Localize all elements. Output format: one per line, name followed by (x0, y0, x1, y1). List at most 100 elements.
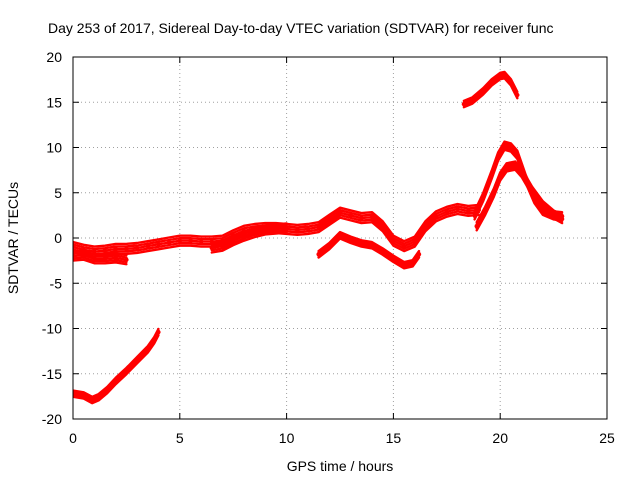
data-point (166, 240, 172, 245)
data-point (433, 214, 439, 219)
data-point (199, 239, 204, 244)
data-point (474, 224, 479, 229)
data-point (113, 255, 118, 261)
data-point (551, 212, 556, 217)
data-point (337, 233, 343, 238)
y-tick-label: -5 (50, 275, 63, 291)
data-point (156, 329, 161, 335)
data-point (401, 243, 407, 249)
data-point (273, 226, 279, 232)
data-point (90, 397, 95, 403)
x-tick-label: 25 (599, 430, 615, 446)
data-point (530, 188, 535, 194)
x-tick-label: 15 (386, 430, 402, 446)
data-point (495, 154, 501, 159)
data-point (540, 203, 546, 208)
data-point (466, 208, 471, 214)
data-point (455, 206, 460, 212)
data-point (472, 213, 477, 218)
data-point (231, 238, 236, 243)
data-point (348, 237, 353, 242)
data-point (489, 80, 494, 85)
axis-ticks: 0 5 10 15 20 25 -20 -15 -10 -5 0 5 10 15 20 (42, 49, 615, 446)
data-point (401, 262, 407, 268)
data-point (316, 252, 321, 257)
data-point (508, 80, 514, 85)
y-tick-label: 20 (46, 49, 62, 65)
data-point (470, 98, 475, 103)
data-point (515, 152, 520, 157)
series-track-high-right (461, 70, 520, 109)
series-band-line (210, 229, 288, 252)
data-point (369, 243, 375, 248)
data-point (491, 190, 496, 195)
data-point (263, 227, 268, 233)
series-track-lower-mid (316, 230, 422, 270)
data-point (369, 215, 375, 220)
data-point (188, 238, 193, 243)
series-track-low-left (73, 327, 161, 405)
data-point (327, 217, 332, 223)
data-point (502, 72, 507, 78)
series-band-line (73, 249, 128, 257)
y-tick-label: -15 (42, 366, 62, 382)
data-point (134, 358, 140, 363)
data-series (73, 70, 565, 405)
data-point (508, 145, 514, 150)
data-point (480, 89, 486, 94)
data-point (337, 210, 343, 215)
data-point (124, 368, 129, 374)
series-band-line (462, 70, 519, 103)
data-point (513, 163, 518, 168)
data-point (156, 242, 161, 247)
data-point (145, 347, 150, 352)
data-point (241, 234, 247, 239)
data-point (102, 256, 108, 261)
data-point (124, 257, 129, 262)
data-point (515, 92, 520, 98)
data-point (134, 245, 140, 251)
data-point (92, 256, 97, 261)
data-point (113, 378, 118, 384)
data-point (498, 174, 503, 179)
series-band-line (73, 202, 480, 248)
x-axis-label: GPS time / hours (287, 458, 394, 474)
grid (73, 57, 607, 419)
data-point (73, 253, 76, 259)
data-point (359, 215, 364, 221)
y-tick-label: 10 (46, 140, 62, 156)
data-point (73, 391, 76, 396)
series-band-line (73, 258, 128, 266)
data-point (124, 246, 129, 252)
series-band-line (73, 256, 128, 264)
y-tick-label: 0 (54, 230, 62, 246)
data-point (391, 256, 396, 261)
data-point (316, 224, 321, 230)
x-tick-label: 20 (492, 430, 508, 446)
data-point (305, 226, 311, 232)
data-point (73, 244, 76, 250)
data-point (177, 238, 182, 243)
series-track-secondary (209, 222, 289, 254)
data-point (113, 246, 118, 252)
data-point (105, 387, 110, 393)
y-tick-label: -10 (42, 321, 62, 337)
series-band-line (317, 230, 421, 264)
series-band-line (475, 160, 564, 224)
series-band-line (210, 222, 288, 245)
data-point (461, 101, 467, 107)
series-band-line (73, 327, 160, 398)
data-point (348, 213, 353, 218)
data-point (209, 245, 214, 251)
y-tick-label: 5 (54, 185, 62, 201)
data-point (359, 241, 364, 246)
series-track-upper-dips (73, 249, 129, 266)
data-point (380, 249, 385, 254)
series-band-line (210, 231, 288, 254)
y-tick-label: -20 (42, 411, 62, 427)
data-point (380, 224, 385, 229)
data-point (284, 225, 289, 231)
series-band-line (73, 251, 128, 259)
